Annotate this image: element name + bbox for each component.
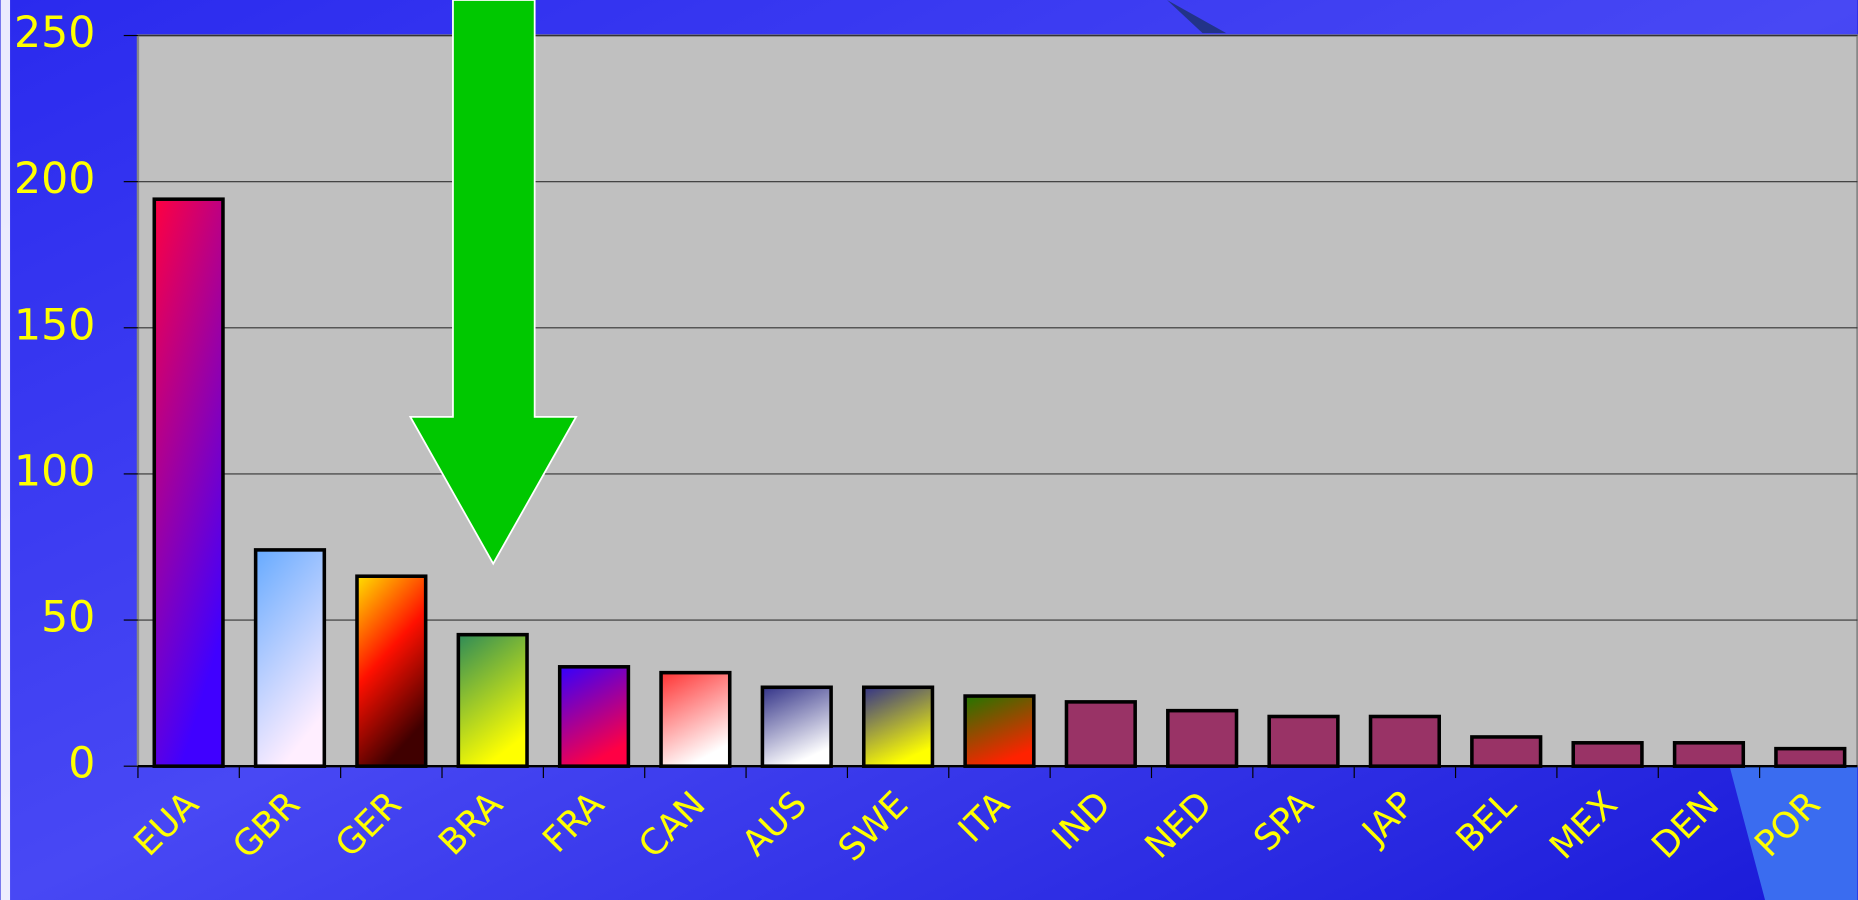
bar: [456, 632, 529, 768]
bar: [1571, 741, 1644, 768]
bar: [1064, 700, 1137, 768]
left-edge: [0, 0, 11, 900]
bar: [1672, 741, 1746, 768]
bar: [1368, 714, 1441, 768]
bar: [1774, 746, 1847, 768]
bar: [557, 665, 631, 768]
decor-shape: [1729, 766, 1858, 900]
y-tick-label: 100: [14, 446, 95, 496]
y-tick-label: 50: [41, 593, 95, 643]
bar: [760, 685, 833, 768]
bar: [861, 685, 935, 768]
bar: [355, 574, 428, 768]
y-tick-label: 150: [14, 300, 95, 350]
bar: [1470, 735, 1543, 768]
y-tick-label: 250: [14, 8, 95, 58]
bar: [659, 670, 732, 768]
bar: [253, 548, 327, 768]
y-tick-label: 0: [68, 739, 95, 789]
y-tick-label: 200: [14, 154, 95, 204]
bar: [1166, 708, 1239, 768]
bar: [152, 197, 225, 768]
bar: [1267, 714, 1340, 768]
arrow: [408, 0, 578, 566]
bar: [963, 694, 1036, 768]
